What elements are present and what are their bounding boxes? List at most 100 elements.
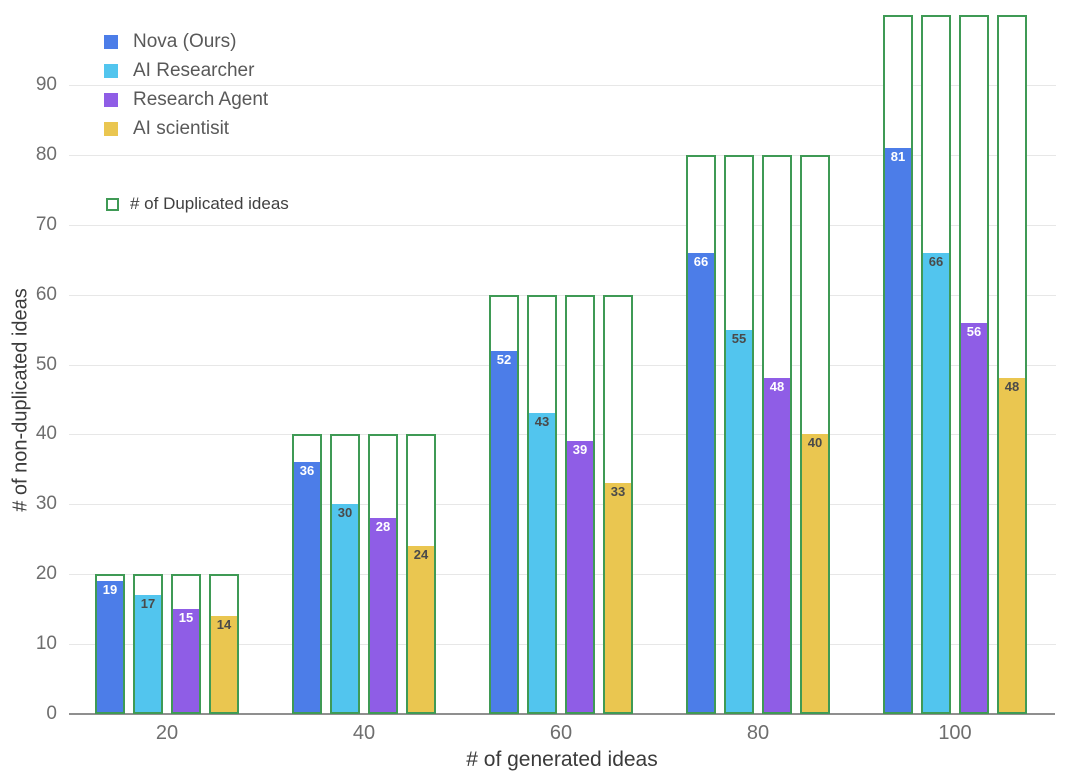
y-tick-label: 30 xyxy=(35,493,57,514)
bar-value-label: 66 xyxy=(928,254,944,269)
series-bar: 66 xyxy=(923,253,949,712)
series-bar: 15 xyxy=(173,609,199,712)
bar-value-label: 40 xyxy=(807,435,823,450)
series-bar: 24 xyxy=(408,546,434,712)
duplicated-total-outline-bar: 48 xyxy=(997,15,1027,714)
x-axis-line xyxy=(69,713,1055,715)
y-tick-label: 70 xyxy=(35,214,57,235)
duplicated-total-outline-bar: 40 xyxy=(800,155,830,714)
legend-swatch-icon xyxy=(104,34,118,49)
bar-value-label: 33 xyxy=(610,484,626,499)
legend-item: Research Agent xyxy=(104,85,268,114)
bar-value-label: 36 xyxy=(299,463,315,478)
legend-swatch-icon xyxy=(104,121,118,136)
bar-value-label: 48 xyxy=(769,379,785,394)
legend-item-duplicated-ideas: # of Duplicated ideas xyxy=(106,194,289,214)
bar-value-label: 66 xyxy=(693,254,709,269)
y-tick-label: 40 xyxy=(35,423,57,444)
series-bar: 19 xyxy=(97,581,123,712)
series-bar: 17 xyxy=(135,595,161,712)
duplicated-total-outline-bar: 52 xyxy=(489,295,519,714)
series-bar: 39 xyxy=(567,441,593,712)
bar-value-label: 17 xyxy=(140,596,156,611)
duplicated-total-outline-bar: 33 xyxy=(603,295,633,714)
x-tick-label: 40 xyxy=(352,722,376,744)
y-tick-label: 90 xyxy=(35,74,57,95)
gridline xyxy=(69,644,1056,645)
bar-value-label: 55 xyxy=(731,331,747,346)
gridline xyxy=(69,295,1056,296)
legend-label: # of Duplicated ideas xyxy=(130,194,289,213)
duplicated-total-outline-bar: 17 xyxy=(133,574,163,714)
duplicated-total-outline-bar: 28 xyxy=(368,434,398,714)
y-tick-label: 80 xyxy=(35,144,57,165)
duplicated-total-outline-bar: 55 xyxy=(724,155,754,714)
legend-label: Research Agent xyxy=(133,88,269,110)
legend-label: AI Researcher xyxy=(133,59,255,81)
series-bar: 48 xyxy=(764,378,790,712)
duplicated-total-outline-bar: 30 xyxy=(330,434,360,714)
bar-value-label: 52 xyxy=(496,352,512,367)
bar-value-label: 39 xyxy=(572,442,588,457)
duplicated-total-outline-bar: 15 xyxy=(171,574,201,714)
duplicated-total-outline-bar: 43 xyxy=(527,295,557,714)
bar-value-label: 56 xyxy=(966,324,982,339)
duplicated-total-outline-bar: 39 xyxy=(565,295,595,714)
gridline xyxy=(69,155,1056,156)
series-bar: 28 xyxy=(370,518,396,712)
duplicated-total-outline-bar: 48 xyxy=(762,155,792,714)
legend-item: Nova (Ours) xyxy=(104,27,268,56)
series-bar: 52 xyxy=(491,351,517,712)
series-bar: 56 xyxy=(961,323,987,712)
bar-value-label: 48 xyxy=(1004,379,1020,394)
bar-value-label: 15 xyxy=(178,610,194,625)
duplicated-total-outline-bar: 56 xyxy=(959,15,989,714)
gridline xyxy=(69,504,1056,505)
gridline xyxy=(69,574,1056,575)
legend-swatch-icon xyxy=(104,63,118,78)
x-tick-label: 20 xyxy=(155,722,179,744)
gridline xyxy=(69,365,1056,366)
series-bar: 66 xyxy=(688,253,714,712)
series-bar: 30 xyxy=(332,504,358,712)
y-tick-label: 20 xyxy=(35,563,57,584)
x-tick-label: 60 xyxy=(549,722,573,744)
series-bar: 40 xyxy=(802,434,828,712)
duplicated-total-outline-bar: 14 xyxy=(209,574,239,714)
series-bar: 14 xyxy=(211,616,237,712)
duplicated-total-outline-bar: 36 xyxy=(292,434,322,714)
bar-value-label: 81 xyxy=(890,149,906,164)
series-bar: 43 xyxy=(529,413,555,712)
series-bar: 48 xyxy=(999,378,1025,712)
x-tick-label: 100 xyxy=(938,722,972,744)
duplicated-ideas-outline-swatch-icon xyxy=(106,197,119,211)
duplicated-total-outline-bar: 81 xyxy=(883,15,913,714)
bar-value-label: 24 xyxy=(413,547,429,562)
series-bar: 81 xyxy=(885,148,911,712)
y-axis-title: # of non-duplicated ideas xyxy=(9,288,32,512)
legend-label: Nova (Ours) xyxy=(133,30,237,52)
bar-value-label: 28 xyxy=(375,519,391,534)
legend-item: AI scientisit xyxy=(104,114,268,143)
x-axis-title: # of generated ideas xyxy=(466,748,658,771)
gridline xyxy=(69,225,1056,226)
duplicated-total-outline-bar: 19 xyxy=(95,574,125,714)
y-tick-label: 0 xyxy=(46,703,57,724)
x-tick-label: 80 xyxy=(746,722,770,744)
series-bar: 55 xyxy=(726,330,752,712)
duplicated-total-outline-bar: 24 xyxy=(406,434,436,714)
y-tick-label: 10 xyxy=(35,633,57,654)
legend-swatch-icon xyxy=(104,92,118,107)
bar-value-label: 14 xyxy=(216,617,232,632)
bar-value-label: 19 xyxy=(102,582,118,597)
legend-label: AI scientisit xyxy=(133,117,230,139)
bar-value-label: 30 xyxy=(337,505,353,520)
series-bar: 36 xyxy=(294,462,320,712)
y-tick-label: 50 xyxy=(35,354,57,375)
bar-value-label: 43 xyxy=(534,414,550,429)
series-bar: 33 xyxy=(605,483,631,712)
duplicated-total-outline-bar: 66 xyxy=(686,155,716,714)
legend-item: AI Researcher xyxy=(104,56,268,85)
gridline xyxy=(69,434,1056,435)
